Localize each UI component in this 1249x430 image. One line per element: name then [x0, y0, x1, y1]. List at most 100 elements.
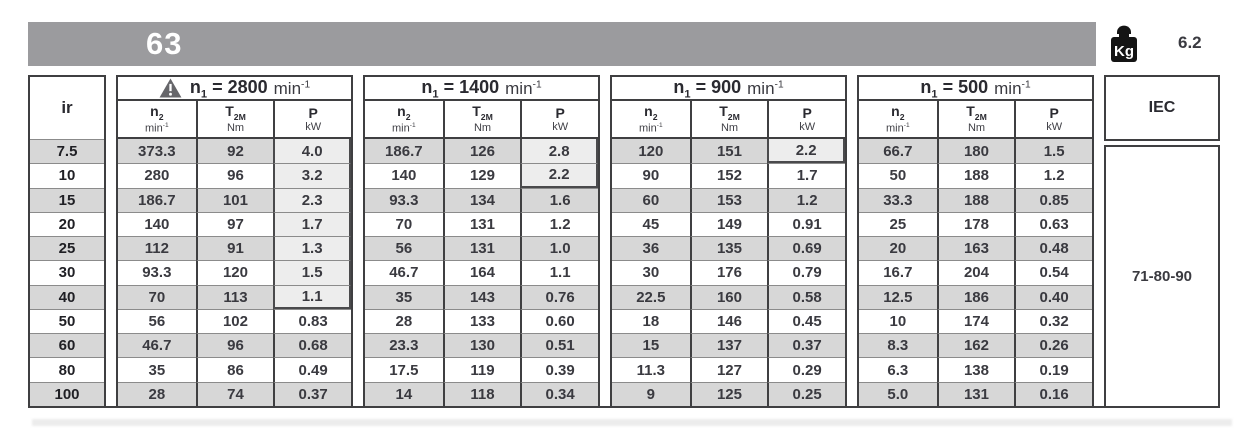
table-cell: 0.63	[1014, 211, 1092, 237]
table-cell: 0.26	[1014, 333, 1092, 358]
table-cell: 176	[689, 260, 768, 285]
table-cell: 125	[689, 381, 768, 406]
table-cell: 0.37	[767, 333, 845, 358]
table-cell: 2.2	[767, 139, 845, 164]
table-cell: 119	[442, 357, 521, 382]
table-cell: 33.3	[859, 187, 937, 212]
table-cell: 131	[442, 211, 521, 237]
table-cell: 204	[936, 260, 1015, 285]
page-bottom-smudge	[32, 419, 1232, 426]
table-cell: 129	[442, 163, 521, 188]
ir-header: ir	[61, 98, 73, 117]
table-cell: 1.2	[767, 187, 845, 212]
table-cell: 0.39	[520, 357, 598, 382]
table-cell: 0.29	[767, 357, 845, 382]
table-cell: 70	[118, 284, 196, 309]
table-cell: 22.5	[612, 284, 690, 309]
table-cell: 66.7	[859, 139, 937, 164]
table-cell: 1.2	[1014, 163, 1092, 188]
weight-indicator: Kg 6.2	[1104, 20, 1234, 66]
table-cell: 46.7	[118, 333, 196, 358]
table-cell: 127	[689, 357, 768, 382]
table-cell: 0.25	[767, 381, 845, 406]
column-header: n2 min-1	[612, 101, 690, 139]
table-cell: 1.6	[520, 187, 598, 212]
table-cell: 131	[936, 381, 1015, 406]
table-cell: 96	[195, 163, 274, 188]
table-cell: 45	[612, 211, 690, 236]
table-cell: 60	[612, 187, 690, 212]
table-cell: 93.3	[365, 187, 443, 212]
table-cell: 36	[612, 236, 690, 261]
column-header: n2 min-1	[365, 101, 443, 139]
table-cell: 17.5	[365, 357, 443, 381]
table-cell: 9	[612, 381, 690, 406]
table-cell: 0.60	[520, 308, 598, 334]
ir-cell: 10	[30, 163, 104, 187]
ir-cell: 50	[30, 308, 104, 333]
column-header: T2M Nm	[689, 101, 768, 139]
section-title: n1 = 2800 min-1	[118, 77, 351, 101]
table-cell: 138	[936, 357, 1015, 382]
column-header: n2 min-1	[118, 101, 196, 139]
table-cell: 0.49	[273, 357, 351, 382]
column-header: n2 min-1	[859, 101, 937, 139]
table-cell: 1.0	[520, 236, 598, 261]
table-cell: 0.51	[520, 333, 598, 358]
table-cell: 20	[859, 236, 937, 261]
table-cell: 12.5	[859, 284, 937, 309]
table-cell: 178	[936, 211, 1015, 237]
table-cell: 135	[689, 236, 768, 261]
table-cell: 0.32	[1014, 308, 1092, 334]
table-cell: 4.0	[273, 139, 351, 164]
ir-cell: 30	[30, 260, 104, 284]
table-cell: 0.68	[273, 333, 351, 358]
table-cell: 10	[859, 308, 937, 333]
table-cell: 35	[118, 357, 196, 381]
table-cell: 1.1	[273, 284, 351, 309]
table-cell: 0.91	[767, 211, 845, 237]
table-cell: 0.54	[1014, 260, 1092, 285]
table-cell: 2.3	[273, 187, 351, 212]
svg-text:Kg: Kg	[1114, 43, 1134, 60]
table-cell: 162	[936, 333, 1015, 358]
table-cell: 0.76	[520, 284, 598, 309]
table-cell: 120	[195, 260, 274, 285]
table-cell: 146	[689, 308, 768, 334]
table-cell: 130	[442, 333, 521, 358]
table-cell: 131	[442, 236, 521, 261]
table-cell: 97	[195, 211, 274, 237]
table-cell: 373.3	[118, 139, 196, 164]
table-cell: 1.1	[520, 260, 598, 285]
table-cell: 120	[612, 139, 690, 164]
section-title: n1 = 900 min-1	[612, 77, 845, 101]
table-cell: 102	[195, 308, 274, 334]
table-cell: 1.7	[273, 211, 351, 237]
table-cell: 46.7	[365, 260, 443, 284]
table-cell: 2.2	[520, 163, 598, 188]
table-cell: 280	[118, 163, 196, 187]
table-cell: 28	[365, 308, 443, 333]
table-cell: 74	[195, 381, 274, 406]
table-cell: 6.3	[859, 357, 937, 381]
table-cell: 96	[195, 333, 274, 358]
table-cell: 0.85	[1014, 187, 1092, 212]
table-cell: 50	[859, 163, 937, 187]
table-bottom-rule	[28, 406, 1220, 408]
table-cell: 0.69	[767, 236, 845, 261]
table-cell: 188	[936, 187, 1015, 212]
iec-value: 71-80-90	[1104, 145, 1220, 408]
ir-cell: 25	[30, 236, 104, 261]
table-cell: 143	[442, 284, 521, 309]
table-cell: 0.19	[1014, 357, 1092, 382]
table-cell: 174	[936, 308, 1015, 334]
table-cell: 0.45	[767, 308, 845, 334]
table-cell: 1.7	[767, 163, 845, 188]
table-cell: 3.2	[273, 163, 351, 188]
table-cell: 164	[442, 260, 521, 285]
weight-value: 6.2	[1178, 33, 1202, 52]
table-cell: 140	[118, 211, 196, 236]
